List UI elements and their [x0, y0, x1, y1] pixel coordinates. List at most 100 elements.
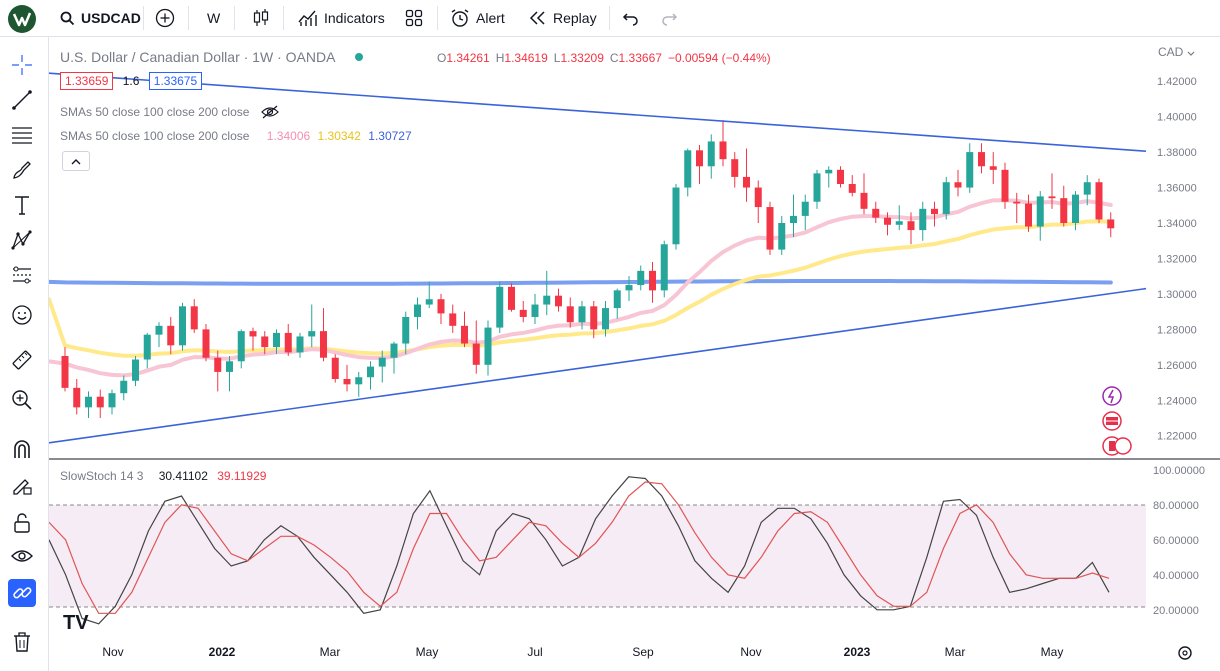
trash-icon — [14, 632, 30, 652]
sma100-line — [49, 219, 1113, 358]
price-tick-label: 1.32000 — [1157, 253, 1197, 265]
stoch-tick-label: 60.00000 — [1153, 535, 1199, 547]
sync-drawings-tool[interactable] — [8, 579, 36, 607]
pattern-icon — [11, 230, 32, 250]
candle-body — [707, 141, 715, 167]
open-label: O — [437, 51, 447, 65]
sma200-value: 1.30727 — [368, 129, 412, 143]
compare-add-button[interactable] — [155, 6, 175, 30]
sma-legend-hidden[interactable]: SMAs 50 close 100 close 200 close — [60, 105, 279, 119]
candle-body — [108, 393, 116, 408]
candle-body — [543, 295, 551, 305]
chart-type-button[interactable] — [252, 6, 270, 30]
candle-body — [731, 159, 739, 177]
divider — [234, 6, 235, 30]
measure-tool[interactable] — [8, 346, 36, 374]
price-axis: 1.42000 1.40000 1.38000 1.36000 1.34000 1.320… — [1157, 76, 1197, 443]
currency-selector[interactable]: CAD — [1158, 45, 1195, 59]
indicators-button[interactable]: Indicators — [298, 6, 385, 30]
crosshair-tool[interactable] — [8, 51, 36, 79]
candle-body — [402, 316, 410, 344]
candle-body — [237, 331, 245, 362]
undo-button[interactable] — [622, 6, 640, 30]
open-value: 1.34261 — [446, 51, 490, 65]
eye-icon — [11, 550, 33, 562]
interval-button[interactable]: W — [207, 6, 220, 30]
candle-body — [296, 336, 304, 353]
symbol-search[interactable]: USDCAD — [60, 6, 141, 30]
indicators-label: Indicators — [324, 10, 385, 26]
stoch-legend[interactable]: SlowStoch 14 3 30.41102 39.11929 — [60, 469, 266, 483]
visibility-tool[interactable] — [8, 542, 36, 570]
chart-area[interactable]: 1.42000 1.40000 1.38000 1.36000 1.34000 1.320… — [49, 37, 1220, 671]
alert-button[interactable]: Alert — [450, 6, 505, 30]
stoch-d-value: 39.11929 — [217, 469, 267, 483]
drawing-toolbar — [0, 37, 49, 671]
bid-price[interactable]: 1.33659 — [60, 72, 114, 90]
candle-body — [449, 313, 457, 326]
candle-body — [672, 187, 680, 245]
candle-body — [167, 325, 175, 346]
interval-label: W — [207, 10, 221, 26]
price-tick-label: 1.34000 — [1157, 218, 1197, 230]
candle-body — [202, 329, 210, 358]
candle-body — [942, 182, 950, 215]
trend-line-lower[interactable] — [49, 287, 1147, 444]
app-logo[interactable] — [8, 5, 36, 33]
candles-icon — [253, 9, 269, 26]
candle-body — [61, 355, 69, 388]
low-label: L — [553, 51, 561, 65]
settings-gear-icon[interactable] — [1178, 646, 1192, 660]
high-label: H — [495, 51, 505, 65]
candle-body — [472, 343, 480, 365]
redo-button[interactable] — [660, 6, 678, 30]
fib-tool[interactable] — [8, 121, 36, 149]
candle-body — [1048, 196, 1056, 199]
remove-drawings-tool[interactable] — [8, 628, 36, 656]
trend-line-tool[interactable] — [8, 86, 36, 114]
events-icons[interactable] — [1102, 386, 1132, 456]
bid-ask[interactable]: 1.33659 1.6 1.33675 — [60, 72, 203, 90]
candle-body — [813, 173, 821, 202]
close-value: 1.33667 — [618, 51, 662, 65]
forecast-tool[interactable] — [8, 261, 36, 289]
candle-body — [1001, 169, 1009, 202]
text-tool[interactable] — [8, 191, 36, 219]
price-tick-label: 1.28000 — [1157, 324, 1197, 336]
sma-label: SMAs 50 close 100 close 200 close — [60, 129, 250, 143]
search-icon — [60, 11, 75, 25]
emoji-tool[interactable] — [8, 301, 36, 329]
time-tick-label: 2023 — [844, 645, 871, 659]
candle-body — [1072, 194, 1079, 223]
candle-body — [85, 396, 92, 408]
price-tick-label: 1.38000 — [1157, 147, 1197, 159]
price-tick-label: 1.40000 — [1157, 112, 1197, 124]
candle-body — [989, 166, 997, 170]
symbol-legend[interactable]: U.S. Dollar / Canadian Dollar · 1W · OAN… — [60, 49, 379, 65]
magnet-tool[interactable] — [8, 435, 36, 463]
time-tick-label: Mar — [320, 645, 341, 659]
magnet-icon — [14, 440, 30, 458]
trend-line-upper[interactable] — [49, 72, 1147, 153]
candle-body — [120, 380, 128, 394]
high-value: 1.34619 — [504, 51, 548, 65]
tv-watermark-icon: TV — [63, 612, 89, 634]
collapse-legend-button[interactable] — [62, 151, 90, 171]
candle-body — [825, 169, 833, 174]
candle-body — [590, 306, 598, 330]
replay-button[interactable]: Replay — [529, 6, 597, 30]
templates-button[interactable] — [405, 6, 423, 30]
spread-value: 1.6 — [122, 74, 140, 88]
lock-tool[interactable] — [8, 509, 36, 537]
sma-legend[interactable]: SMAs 50 close 100 close 200 close 1.3400… — [60, 129, 412, 143]
symbol-title: U.S. Dollar / Canadian Dollar · 1W · OAN… — [60, 49, 335, 65]
eye-off-icon[interactable] — [260, 105, 279, 119]
zoom-tool[interactable] — [8, 386, 36, 414]
svg-text:TV: TV — [63, 612, 89, 634]
time-tick-label: Mar — [945, 645, 966, 659]
stay-drawing-tool[interactable] — [8, 471, 36, 499]
ask-price[interactable]: 1.33675 — [148, 72, 203, 90]
candle-body — [508, 286, 515, 310]
brush-tool[interactable] — [8, 156, 36, 184]
pattern-tool[interactable] — [8, 226, 36, 254]
